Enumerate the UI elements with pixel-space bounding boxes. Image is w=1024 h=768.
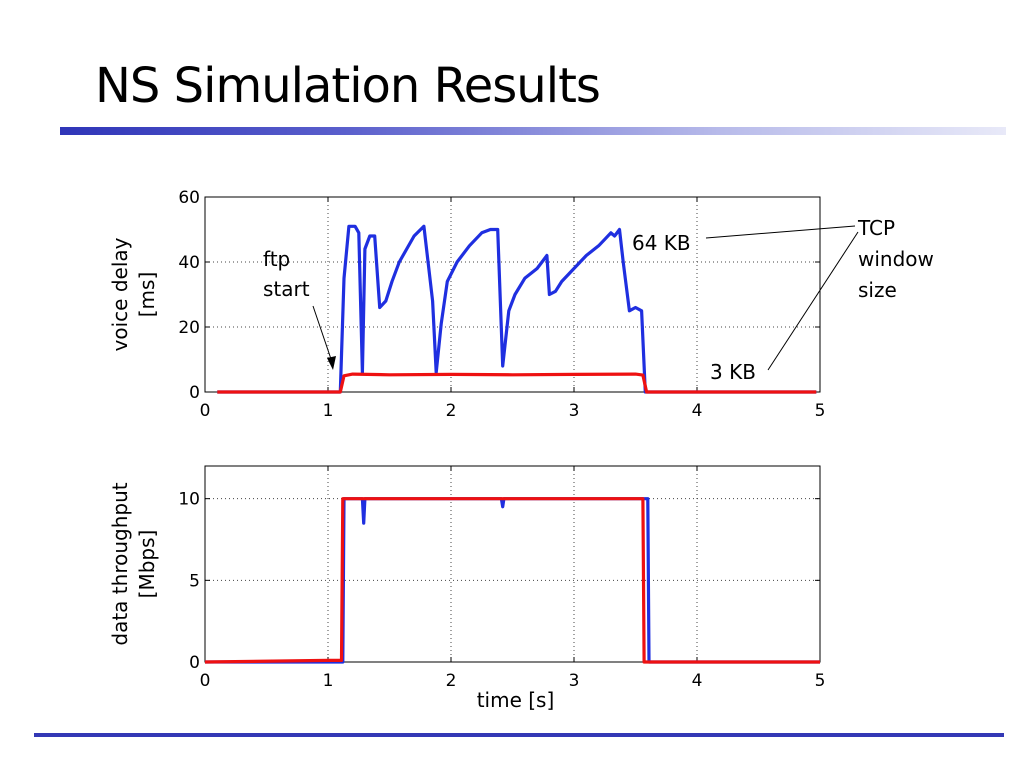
- annotation-tcp-window-size: TCP: [857, 216, 895, 240]
- x-tick-label: 3: [569, 671, 580, 691]
- series-line-3-kb: [204, 497, 820, 664]
- annotations: ftp start 64 KB 3 KB TCP window size: [263, 216, 934, 384]
- annotation-tcp-window-size: window: [858, 247, 934, 271]
- tcp-pointer-line-3kb: [767, 231, 859, 371]
- x-tick-label: 0: [200, 401, 211, 421]
- x-tick-label: 4: [692, 671, 703, 691]
- title-underline-bar: [60, 127, 1006, 135]
- y-axis-label: data throughput: [108, 482, 132, 645]
- ftp-arrow-head: [327, 356, 336, 370]
- x-tick-label: 1: [323, 401, 334, 421]
- y-axis-label: voice delay: [108, 237, 132, 351]
- x-tick-label: 2: [446, 401, 457, 421]
- y-tick-label: 0: [189, 383, 200, 403]
- plot-frame: [204, 465, 821, 663]
- data-throughput-plot: 0 1 2 3 4 5 0 5 10 data throughput [Mbps] time [s]: [108, 465, 826, 712]
- y-tick-label: 0: [189, 653, 200, 673]
- x-tick-label: 2: [446, 671, 457, 691]
- series-line-3-kb: [217, 372, 817, 394]
- x-tick-label: 1: [323, 671, 334, 691]
- x-tick-label: 3: [569, 401, 580, 421]
- x-axis-label: time [s]: [477, 688, 555, 712]
- y-axis-label: [Mbps]: [135, 530, 159, 599]
- annotation-ftp-start: start: [263, 277, 310, 301]
- voice-delay-plot: 0 1 2 3 4 5 0 20 40 60 voice delay [ms]: [108, 188, 825, 421]
- label-64kb: 64 KB: [632, 231, 691, 255]
- y-tick-label: 40: [178, 253, 200, 273]
- ftp-arrow-line: [312, 305, 333, 363]
- label-3kb: 3 KB: [710, 360, 756, 384]
- plot-frame: [204, 196, 821, 393]
- x-tick-label: 5: [815, 401, 826, 421]
- annotation-tcp-window-size: size: [858, 278, 897, 302]
- y-tick-label: 60: [178, 188, 200, 208]
- x-tick-label: 4: [692, 401, 703, 421]
- x-tick-label: 5: [815, 671, 826, 691]
- y-tick-label: 20: [178, 318, 200, 338]
- slide-title: NS Simulation Results: [95, 58, 601, 114]
- y-axis-label: [ms]: [135, 272, 159, 318]
- y-tick-label: 5: [189, 571, 200, 591]
- y-tick-label: 10: [178, 490, 200, 510]
- tcp-pointer-line-64kb: [705, 225, 856, 239]
- footer-bar: [34, 733, 1004, 737]
- x-tick-label: 0: [200, 671, 211, 691]
- series-line-64-kb: [217, 224, 817, 394]
- annotation-ftp-start: ftp: [263, 247, 290, 271]
